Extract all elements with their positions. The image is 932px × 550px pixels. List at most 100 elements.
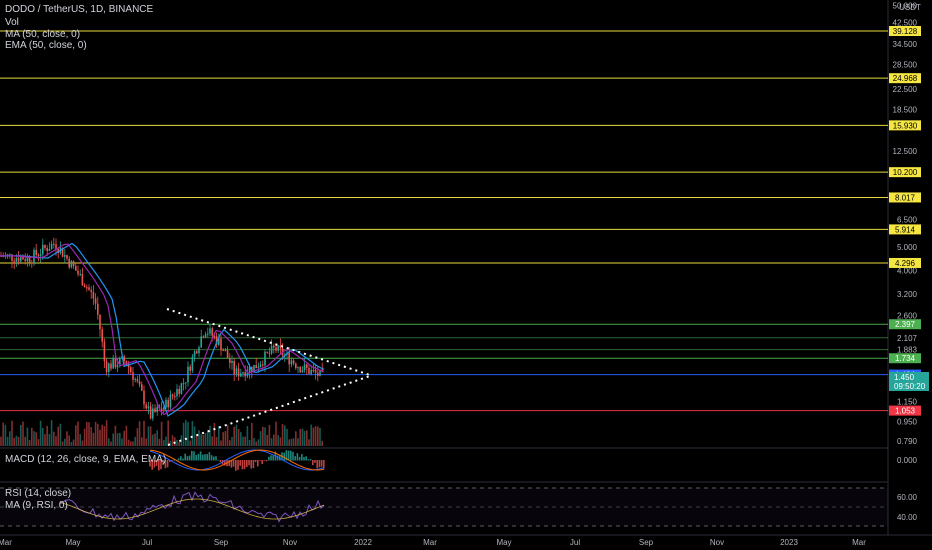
volume-bar bbox=[222, 432, 224, 446]
volume-bar bbox=[273, 434, 275, 446]
volume-bar bbox=[55, 436, 57, 446]
candle-body bbox=[50, 243, 53, 250]
candle-body bbox=[290, 360, 293, 365]
macd-histogram-bar bbox=[257, 460, 259, 467]
macd-histogram-bar bbox=[283, 452, 285, 461]
indicator-volume-label[interactable]: Vol bbox=[5, 17, 19, 28]
macd-histogram-bar bbox=[208, 452, 211, 461]
level-price-tag[interactable] bbox=[889, 26, 921, 36]
level-price-tag[interactable] bbox=[889, 167, 921, 178]
volume-bar bbox=[284, 425, 286, 446]
level-price-tag-text: 1.734 bbox=[895, 354, 916, 363]
candle-body bbox=[198, 347, 200, 354]
candle-body bbox=[105, 361, 108, 372]
candle-body bbox=[143, 390, 145, 405]
indicator-ma-label[interactable]: MA (50, close, 0) bbox=[5, 29, 81, 40]
volume-bar bbox=[59, 423, 62, 446]
level-price-tag[interactable] bbox=[889, 257, 921, 268]
level-price-tag-text: 8.017 bbox=[895, 193, 916, 202]
candle-body bbox=[61, 247, 64, 257]
macd-histogram-bar bbox=[320, 460, 323, 467]
price-axis-tick: 50.000 bbox=[893, 1, 918, 10]
level-price-tag[interactable] bbox=[889, 224, 921, 235]
candle-body bbox=[152, 408, 154, 419]
candle-body bbox=[48, 249, 51, 252]
volume-bar bbox=[180, 435, 183, 446]
macd-histogram-bar bbox=[270, 455, 272, 461]
volume-bar bbox=[17, 436, 20, 446]
volume-bar bbox=[255, 441, 257, 446]
price-axis-tick: 12.500 bbox=[893, 147, 918, 156]
candle-body bbox=[279, 345, 282, 349]
macd-label[interactable]: MACD (12, 26, close, 9, EMA, EMA) bbox=[5, 454, 167, 465]
macd-histogram-bar bbox=[232, 460, 235, 467]
price-axis-tick: 2.107 bbox=[897, 334, 918, 343]
macd-histogram-bar bbox=[228, 460, 230, 467]
macd-histogram-bar bbox=[285, 450, 288, 461]
candle-body bbox=[200, 336, 202, 348]
candle-body bbox=[213, 335, 216, 337]
candle-body bbox=[301, 369, 304, 373]
candle-body bbox=[94, 298, 97, 304]
volume-bar bbox=[64, 438, 66, 446]
volume-bar bbox=[312, 427, 315, 446]
macd-histogram-bar bbox=[237, 460, 239, 470]
level-price-tag[interactable] bbox=[889, 319, 921, 330]
macd-histogram-bar bbox=[263, 460, 266, 461]
candle-body bbox=[176, 389, 178, 397]
volume-bar bbox=[116, 433, 119, 446]
volume-bar bbox=[281, 424, 284, 446]
candle-body bbox=[209, 328, 211, 334]
macd-histogram-bar bbox=[186, 456, 189, 461]
macd-histogram-bar bbox=[217, 459, 219, 461]
level-price-tag[interactable] bbox=[889, 353, 921, 364]
candle-body bbox=[15, 258, 18, 262]
candle-body bbox=[156, 407, 158, 412]
volume-bar bbox=[189, 440, 191, 446]
volume-bar bbox=[77, 421, 79, 446]
volume-bar bbox=[171, 435, 174, 446]
level-price-tag[interactable] bbox=[889, 73, 921, 84]
volume-bar bbox=[2, 422, 4, 446]
candle-body bbox=[24, 259, 26, 262]
volume-bar bbox=[253, 437, 255, 446]
rsi-label[interactable]: RSI (14, close) bbox=[5, 488, 72, 499]
level-price-tag[interactable] bbox=[889, 192, 921, 203]
volume-bar bbox=[191, 421, 194, 446]
candle-body bbox=[295, 363, 297, 368]
candle-body bbox=[297, 367, 299, 369]
ma-50-line bbox=[0, 242, 325, 417]
volume-bar bbox=[288, 439, 290, 446]
candle-body bbox=[75, 265, 77, 271]
last-price-tag[interactable] bbox=[889, 372, 929, 391]
level-price-tag[interactable] bbox=[889, 120, 921, 131]
macd-histogram-bar bbox=[301, 454, 303, 461]
rsi-ma-label[interactable]: MA (9, RSI, 0) bbox=[5, 500, 68, 511]
volume-bar bbox=[319, 427, 321, 446]
volume-bar bbox=[187, 421, 189, 446]
macd-histogram-bar bbox=[287, 450, 290, 461]
volume-bar bbox=[31, 427, 33, 446]
volume-bar bbox=[26, 427, 29, 446]
price-axis-tick: 34.500 bbox=[893, 40, 918, 49]
candle-body bbox=[123, 356, 125, 361]
candle-body bbox=[242, 372, 244, 374]
indicator-ema-label[interactable]: EMA (50, close, 0) bbox=[5, 40, 87, 51]
volume-bar bbox=[57, 426, 59, 446]
candle-body bbox=[90, 289, 92, 292]
level-price-tag[interactable] bbox=[889, 405, 921, 416]
macd-histogram-bar bbox=[158, 460, 160, 471]
rsi-axis-tick: 40.00 bbox=[897, 513, 918, 522]
volume-bar bbox=[297, 438, 299, 446]
volume-bar bbox=[160, 421, 163, 446]
macd-histogram-bar bbox=[169, 460, 171, 462]
volume-bar bbox=[286, 428, 288, 446]
volume-bar bbox=[257, 439, 260, 446]
candle-body bbox=[134, 379, 136, 381]
price-axis-tick: 18.500 bbox=[893, 106, 918, 115]
macd-histogram-bar bbox=[224, 460, 226, 466]
volume-bar bbox=[259, 431, 262, 446]
candle-body bbox=[169, 394, 172, 408]
macd-histogram-bar bbox=[199, 451, 202, 461]
